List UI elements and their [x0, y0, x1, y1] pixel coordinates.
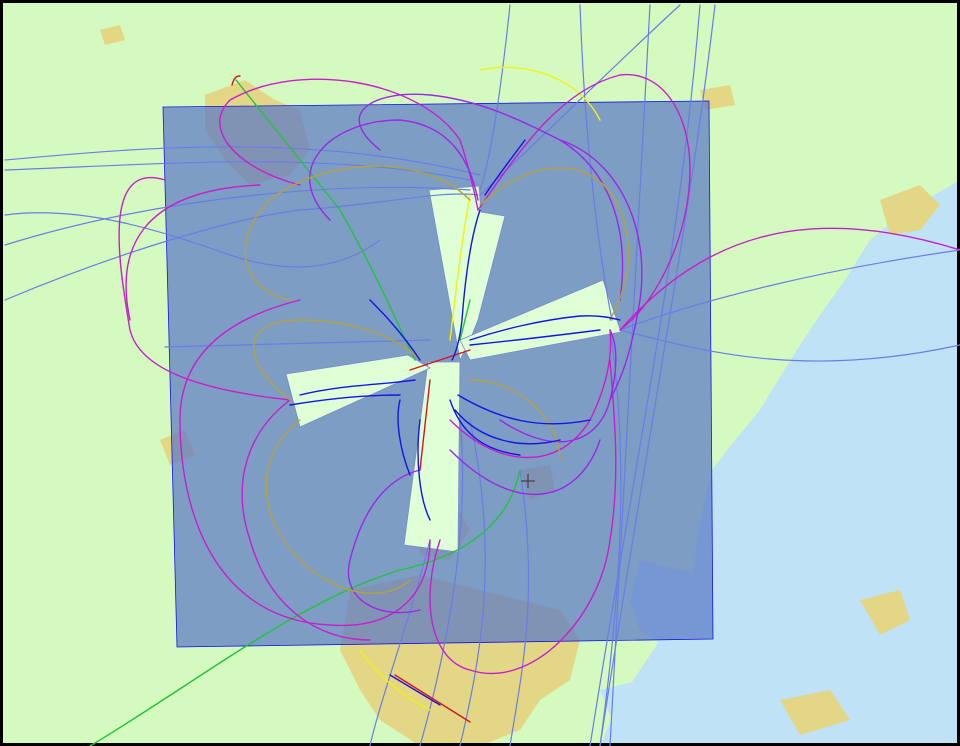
flight-track-blue[interactable] [451, 209, 481, 361]
flight-track-slate[interactable] [479, 4, 511, 191]
urban-east [880, 185, 940, 235]
flight-track-green[interactable] [235, 79, 416, 361]
flight-track-blue[interactable] [457, 394, 591, 425]
flight-track-slate[interactable] [4, 212, 381, 268]
flight-track-blue[interactable] [449, 399, 521, 456]
flight-track-magenta[interactable] [477, 73, 691, 331]
center-marker [521, 474, 535, 488]
flight-track-blue[interactable] [484, 139, 526, 196]
flight-track-blue[interactable] [289, 394, 401, 406]
flight-track-green[interactable] [89, 469, 521, 746]
flight-track-blue[interactable] [397, 399, 411, 476]
flight-track-green[interactable] [459, 299, 471, 341]
flight-track-slate[interactable] [419, 419, 464, 746]
flight-track-red[interactable] [419, 379, 431, 471]
flight-track-violet[interactable] [559, 139, 643, 401]
flight-track-blue[interactable] [299, 379, 416, 396]
flight-track-red[interactable] [409, 349, 471, 371]
flight-track-violet[interactable] [347, 469, 421, 614]
flight-track-yellow[interactable] [479, 66, 601, 121]
flight-track-magenta[interactable] [118, 177, 291, 401]
flight-track-slate[interactable] [619, 329, 960, 362]
flight-track-slate[interactable] [599, 329, 622, 746]
flight-track-magenta[interactable] [125, 184, 261, 321]
flight-track-olive[interactable] [265, 419, 411, 594]
flight-track-blue[interactable] [454, 409, 561, 445]
flight-track-slate[interactable] [459, 419, 486, 746]
flight-track-violet[interactable] [358, 93, 624, 301]
flight-track-violet[interactable] [449, 439, 601, 496]
flight-track-violet[interactable] [499, 329, 617, 443]
flight-track-red[interactable] [231, 75, 241, 86]
corridor-east[interactable] [459, 279, 622, 361]
urban-patch-5 [100, 25, 125, 45]
flight-tracks[interactable] [4, 4, 960, 746]
flight-track-blue[interactable] [469, 315, 621, 341]
flight-track-blue[interactable] [469, 329, 601, 346]
flight-track-magenta[interactable] [241, 399, 371, 641]
urban-patch-6 [780, 690, 850, 735]
flight-track-blue[interactable] [417, 419, 431, 521]
flight-track-olive[interactable] [244, 165, 471, 301]
flight-track-magenta[interactable] [619, 227, 960, 331]
water-islands [600, 680, 660, 720]
flight-track-slate[interactable] [479, 4, 681, 196]
flight-track-slate[interactable] [4, 146, 481, 176]
flight-track-slate[interactable] [619, 249, 960, 331]
flight-track-yellow[interactable] [359, 649, 431, 711]
flight-track-olive[interactable] [479, 167, 630, 321]
flight-track-yellow[interactable] [449, 194, 471, 341]
flight-track-slate[interactable] [369, 539, 431, 746]
flight-track-violet[interactable] [309, 119, 479, 221]
flight-track-magenta[interactable] [449, 329, 612, 459]
flight-track-slate[interactable] [509, 469, 530, 746]
flight-track-slate[interactable] [589, 4, 701, 746]
flight-track-magenta[interactable] [429, 359, 617, 675]
flight-track-magenta[interactable] [219, 78, 479, 211]
flight-track-slate[interactable] [599, 4, 716, 746]
flight-track-slate[interactable] [4, 186, 471, 246]
urban-patch-2 [860, 590, 910, 635]
flight-track-olive[interactable] [469, 379, 561, 461]
flight-track-blue[interactable] [369, 299, 421, 361]
flight-track-slate[interactable] [4, 161, 471, 181]
flight-track-red[interactable] [394, 674, 471, 723]
flight-track-magenta[interactable] [179, 299, 431, 627]
corridor-west[interactable] [285, 354, 431, 428]
flight-track-slate[interactable] [579, 4, 613, 321]
flight-track-slate[interactable] [4, 193, 479, 301]
flight-track-olive[interactable] [253, 319, 421, 401]
flight-track-blue[interactable] [389, 674, 441, 706]
